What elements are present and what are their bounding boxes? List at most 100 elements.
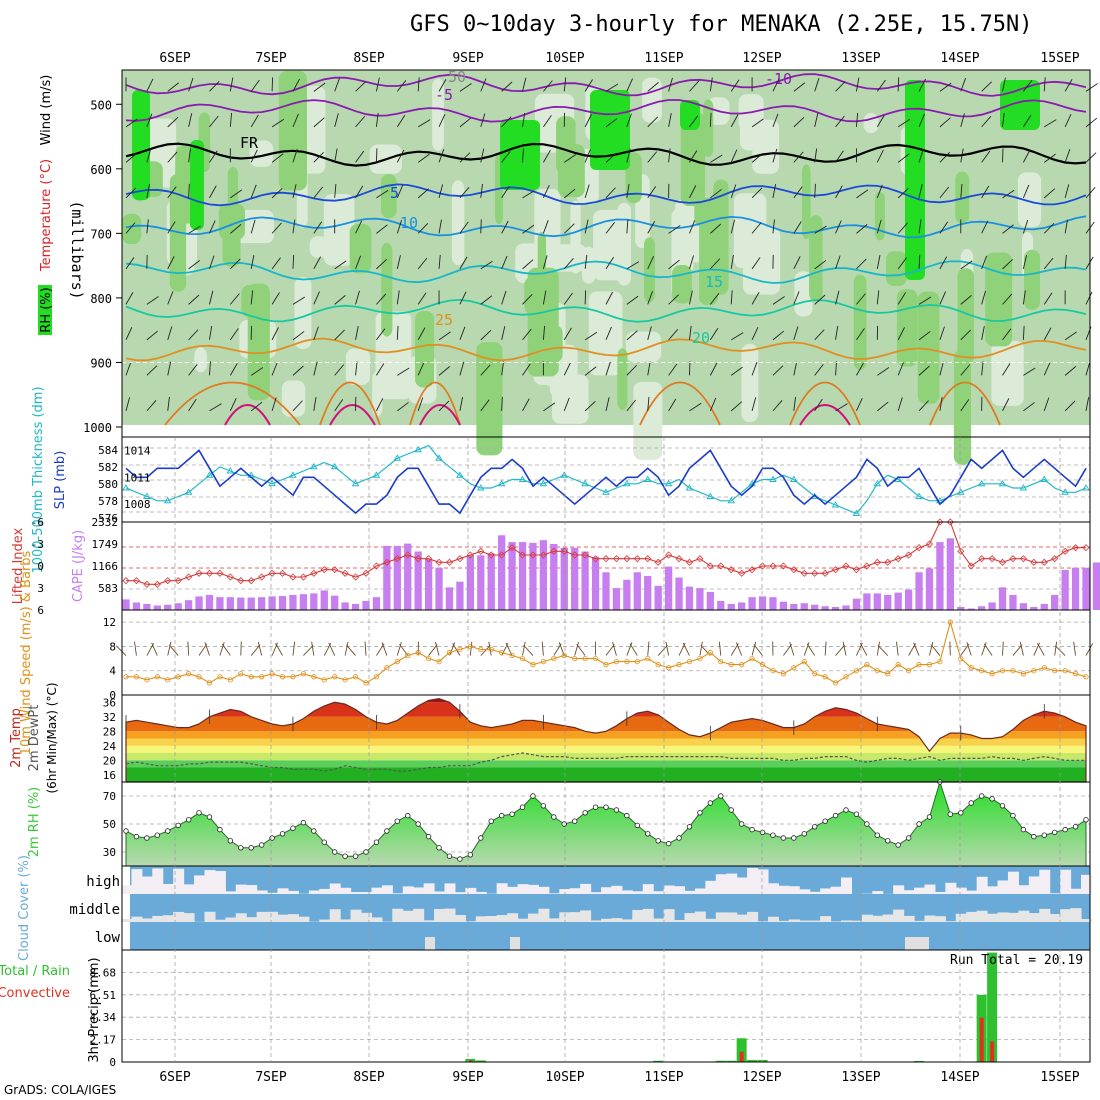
wind-speed-point (801, 659, 807, 665)
rh-point (613, 807, 620, 813)
wind-speed-point (248, 674, 254, 680)
rh-saturated-patch (680, 100, 700, 130)
cloud-clear-middle (747, 911, 759, 922)
cloud-clear-middle (601, 918, 612, 922)
wind-speed-point (384, 665, 390, 671)
cape-bar (174, 603, 182, 610)
rh-moist-patch (957, 268, 975, 365)
cape-bar (331, 595, 339, 610)
wind-barb-10m (824, 641, 827, 656)
wind-barb-10m (221, 643, 231, 656)
cloud-clear-high (1081, 874, 1092, 894)
wind-barb (1085, 291, 1093, 305)
cape-bar (529, 542, 537, 610)
wind-barb (960, 399, 970, 412)
wind-barb (814, 77, 820, 92)
wind-barb (710, 154, 723, 163)
cloud-clear-high (423, 883, 435, 894)
wind-barb (1064, 254, 1067, 269)
cloud-clear-middle (1070, 908, 1082, 922)
lifted-index-point (612, 555, 621, 563)
cape-tick-label: 2332 (92, 516, 119, 529)
rh-point (352, 853, 359, 859)
cape-bar (884, 594, 892, 610)
cloud-clear-middle (590, 920, 602, 922)
cloud-clear-high (287, 890, 299, 894)
cloud-clear-middle (997, 912, 1009, 922)
wind-barb (125, 397, 131, 411)
wind-barb (355, 81, 366, 92)
wind-barb (125, 362, 132, 376)
contour-label: 25 (435, 311, 453, 329)
wind-barb (772, 365, 784, 376)
rh-point (165, 828, 171, 834)
side-label-wind: Wind (m/s) (39, 75, 54, 146)
cloud-clear-high (945, 882, 957, 894)
wind-barb (1002, 258, 1014, 270)
cloud-clear-high (141, 876, 153, 894)
wind-barb (647, 361, 651, 376)
cape-bar (1061, 570, 1069, 610)
wind-barb (981, 116, 992, 128)
wind-barb-10m (960, 643, 970, 656)
wind-barb (793, 256, 801, 270)
cloud-clear-middle (663, 909, 675, 922)
wind-barb-10m (488, 641, 492, 656)
wind-speed-point (592, 655, 599, 662)
side-label-convective: Convective (0, 986, 70, 1001)
wind-barb (459, 83, 472, 92)
isotherm-15 (125, 260, 1087, 284)
wind-barb-10m (151, 642, 158, 656)
wind-barb-10m (303, 645, 314, 656)
wind-barb (438, 366, 451, 376)
wind-barb-10m (896, 641, 899, 656)
rh-point (811, 824, 818, 830)
cloud-clear-low (425, 937, 435, 950)
thickness-point (1019, 484, 1028, 491)
wind-barb (689, 325, 692, 340)
wind-barb (751, 257, 761, 270)
lifted-index-point (1019, 555, 1027, 563)
wind-barb (897, 222, 908, 234)
rh-point (123, 828, 129, 834)
lifted-index-point (466, 551, 474, 559)
rh-point (916, 821, 922, 827)
wind-barb (501, 396, 503, 411)
date-label-bottom: 11SEP (644, 1070, 683, 1085)
contour-label: -5 (435, 86, 453, 104)
wind-barb-10m (913, 642, 920, 656)
cape-bar (602, 572, 610, 610)
wind-barb (459, 397, 464, 411)
run-total-annotation: Run Total = 20.19 (950, 953, 1083, 968)
rh-moist-patch (699, 197, 719, 306)
lifted-index-point (560, 547, 568, 555)
cape-bar (477, 555, 485, 610)
rh-point (363, 849, 369, 855)
cloud-clear-high (475, 891, 487, 894)
wind-barb (709, 362, 718, 376)
lifted-index-point (685, 558, 694, 566)
wind-speed-point (958, 655, 964, 662)
wind-barb-10m (929, 641, 934, 656)
wind-barb (647, 221, 656, 234)
wind-barb (605, 326, 612, 341)
panel-frame-precip (121, 949, 1091, 1063)
cape-bar (998, 587, 1007, 610)
wind-barb (563, 292, 573, 305)
lifted-index-point (623, 555, 631, 563)
cloud-clear-middle (465, 921, 477, 922)
cloud-clear-high (444, 883, 456, 894)
cloud-clear-middle (361, 912, 372, 922)
wind-barb (751, 222, 762, 234)
wind-barb (167, 151, 178, 163)
isotherm-30-dome (319, 381, 381, 426)
thickness-point (602, 488, 610, 495)
cloud-clear-middle (454, 915, 466, 922)
wind-barb (292, 365, 304, 376)
rh-point (989, 796, 995, 802)
temp-band (126, 702, 1086, 717)
wind-barb (960, 78, 966, 92)
cape-bar (195, 596, 203, 610)
cape-bar (414, 551, 422, 610)
wind-barb (480, 295, 493, 305)
